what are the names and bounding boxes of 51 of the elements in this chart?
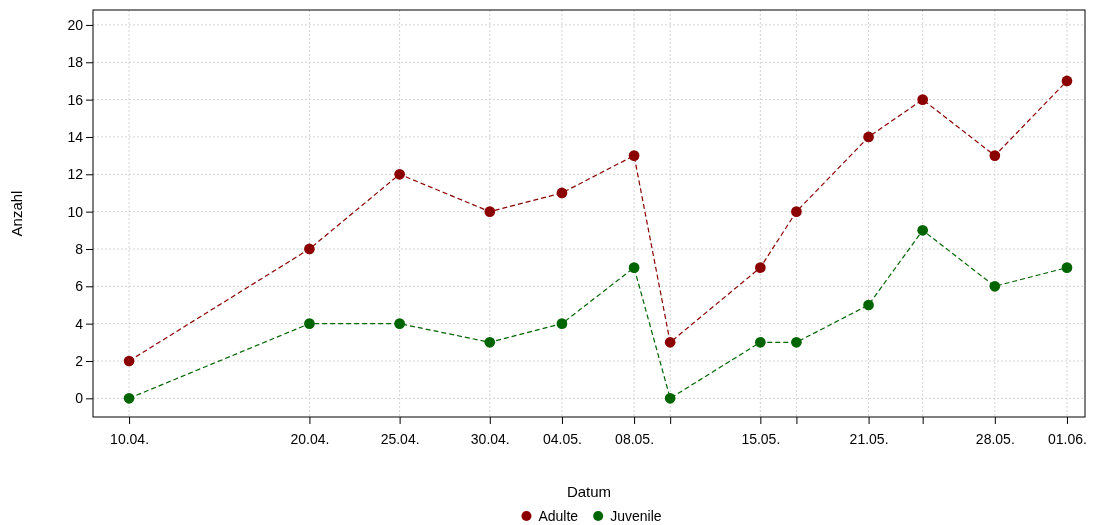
x-tick-label: 04.05. — [542, 430, 582, 447]
point — [123, 392, 135, 404]
y-tick-label: 12 — [67, 166, 84, 183]
point — [754, 262, 766, 273]
x-tick-label: 01.06. — [1047, 430, 1087, 447]
point — [917, 94, 929, 105]
y-tick-label: 2 — [75, 352, 84, 369]
y-tick-label: 20 — [67, 16, 84, 33]
point — [917, 224, 929, 236]
y-tick-label: 18 — [67, 54, 84, 71]
y-axis-title: Anzahl — [8, 190, 25, 237]
point — [628, 262, 640, 273]
y-tick-label: 0 — [75, 390, 84, 407]
point — [394, 318, 405, 329]
point — [791, 336, 802, 348]
y-tick-label: 8 — [75, 240, 84, 257]
x-tick-label: 30.04. — [470, 430, 510, 447]
point — [484, 206, 496, 217]
point — [484, 336, 496, 348]
legend-label: Juvenile — [610, 507, 662, 524]
point — [304, 318, 315, 329]
point — [1061, 262, 1073, 273]
y-tick-label: 16 — [67, 91, 84, 108]
point — [556, 318, 568, 329]
point — [791, 206, 802, 217]
point — [628, 150, 640, 161]
point — [863, 131, 874, 143]
y-tick-label: 6 — [75, 278, 84, 295]
point — [394, 168, 405, 180]
point — [556, 187, 568, 199]
x-tick-label: 20.04. — [290, 430, 330, 447]
legend-label: Adulte — [538, 507, 579, 524]
x-tick-label: 10.04. — [110, 430, 150, 447]
y-tick-label: 4 — [75, 315, 84, 332]
x-tick-label: 15.05. — [741, 430, 781, 447]
x-tick-label: 28.05. — [975, 430, 1015, 447]
point — [989, 150, 1001, 161]
point — [304, 243, 315, 255]
point — [863, 299, 874, 311]
x-tick-label: 25.04. — [380, 430, 420, 447]
point — [664, 392, 676, 404]
point — [989, 280, 1001, 292]
point — [1061, 75, 1073, 87]
y-tick-label: 10 — [67, 203, 84, 220]
point — [754, 336, 766, 348]
y-tick-label: 14 — [67, 128, 84, 145]
x-tick-label: 08.05. — [615, 430, 655, 447]
x-tick-label: 21.05. — [849, 430, 889, 447]
point — [664, 336, 676, 348]
point — [123, 355, 135, 367]
x-axis-title: Datum — [566, 483, 612, 500]
